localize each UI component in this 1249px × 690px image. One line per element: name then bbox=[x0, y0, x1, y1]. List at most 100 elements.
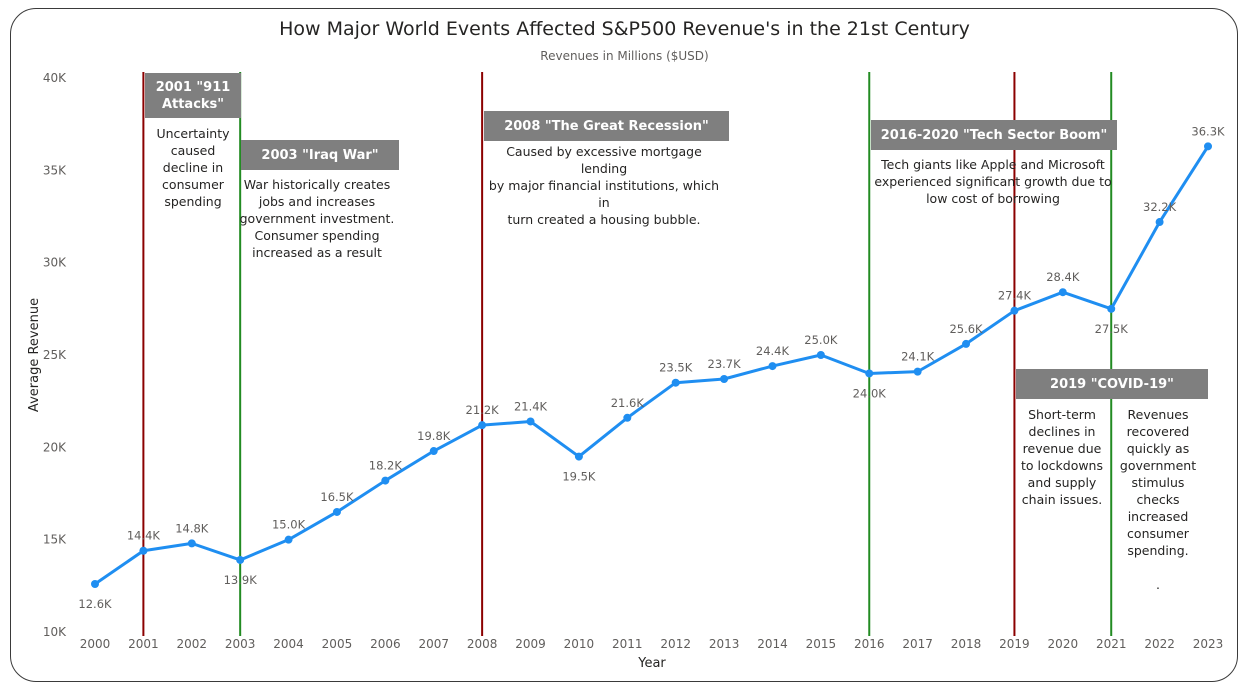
data-label: 21.2K bbox=[466, 403, 500, 417]
data-label: 24.0K bbox=[853, 386, 887, 400]
data-label: 36.3K bbox=[1191, 124, 1225, 138]
x-tick-label: 2010 bbox=[564, 637, 595, 651]
y-tick-label: 25K bbox=[43, 348, 67, 362]
data-point[interactable] bbox=[526, 417, 535, 426]
x-tick-label: 2001 bbox=[128, 637, 159, 651]
annotation-iraq-title: 2003 "Iraq War" bbox=[241, 140, 399, 170]
data-label: 27.4K bbox=[998, 289, 1032, 303]
y-tick-label: 20K bbox=[43, 440, 67, 454]
data-point[interactable] bbox=[1204, 142, 1212, 151]
data-label: 32.2K bbox=[1143, 200, 1177, 214]
y-tick-label: 15K bbox=[43, 533, 67, 547]
x-tick-label: 2015 bbox=[806, 637, 837, 651]
x-tick-label: 2014 bbox=[757, 637, 788, 651]
x-tick-label: 2006 bbox=[370, 637, 401, 651]
data-point[interactable] bbox=[671, 378, 680, 387]
data-point[interactable] bbox=[816, 351, 825, 359]
data-point[interactable] bbox=[865, 369, 874, 378]
data-label: 23.7K bbox=[708, 357, 742, 371]
data-point[interactable] bbox=[1107, 304, 1116, 313]
data-label: 19.5K bbox=[562, 470, 596, 484]
data-label: 27.5K bbox=[1095, 322, 1129, 336]
annotation-recession-text: Caused by excessive mortgage lending by … bbox=[488, 144, 720, 227]
annotation-covid-text-right: Revenues recovered quickly as government… bbox=[1119, 407, 1197, 592]
data-label: 15.0K bbox=[272, 518, 306, 532]
data-label: 13.9K bbox=[224, 573, 258, 587]
series-line bbox=[94, 145, 1210, 586]
x-axis-ticks: 2000 2001 2002 2003 2004 2005 2006 2007 2008 2009… bbox=[80, 637, 1224, 651]
annotation-911-title: 2001 "911 Attacks" bbox=[145, 73, 241, 118]
data-point[interactable] bbox=[236, 555, 245, 564]
x-tick-label: 2023 bbox=[1193, 637, 1224, 651]
chart-subtitle: Revenues in Millions ($USD) bbox=[540, 49, 709, 63]
x-tick-label: 2018 bbox=[951, 637, 982, 651]
data-point[interactable] bbox=[187, 539, 196, 548]
data-label: 28.4K bbox=[1046, 270, 1080, 284]
data-label: 25.6K bbox=[949, 322, 983, 336]
data-label: 24.4K bbox=[756, 344, 790, 358]
data-point[interactable] bbox=[139, 546, 148, 555]
data-point[interactable] bbox=[1058, 288, 1067, 297]
event-lines bbox=[142, 72, 1113, 636]
data-label: 14.8K bbox=[175, 521, 209, 535]
data-label: 18.2K bbox=[369, 459, 403, 473]
data-point[interactable] bbox=[720, 375, 729, 384]
x-tick-label: 2022 bbox=[1144, 637, 1175, 651]
data-label: 21.4K bbox=[514, 399, 548, 413]
data-point[interactable] bbox=[962, 339, 971, 348]
x-tick-label: 2008 bbox=[467, 637, 498, 651]
y-tick-label: 35K bbox=[43, 163, 67, 177]
y-axis-title: Average Revenue bbox=[27, 298, 42, 412]
x-tick-label: 2019 bbox=[999, 637, 1030, 651]
x-tick-label: 2021 bbox=[1096, 637, 1127, 651]
data-point[interactable] bbox=[478, 421, 487, 430]
data-point[interactable] bbox=[1155, 218, 1164, 227]
y-axis-ticks: 10K 15K 20K 25K 30K 35K 40K bbox=[43, 71, 67, 639]
data-label: 25.0K bbox=[804, 333, 838, 347]
data-label: 24.1K bbox=[901, 350, 935, 364]
data-label: 23.5K bbox=[659, 361, 693, 375]
x-tick-label: 2017 bbox=[902, 637, 933, 651]
data-point[interactable] bbox=[623, 413, 632, 422]
x-tick-label: 2012 bbox=[660, 637, 691, 651]
data-point[interactable] bbox=[381, 476, 390, 485]
data-point[interactable] bbox=[284, 535, 293, 544]
x-tick-label: 2011 bbox=[612, 637, 643, 651]
annotation-iraq-text: War historically creates jobs and increa… bbox=[239, 177, 395, 260]
y-tick-label: 10K bbox=[43, 625, 67, 639]
series-revenue bbox=[91, 142, 1212, 588]
data-label: 12.6K bbox=[78, 597, 112, 611]
annotation-tech-title: 2016-2020 "Tech Sector Boom" bbox=[871, 120, 1117, 150]
data-label: 21.6K bbox=[611, 396, 645, 410]
data-point[interactable] bbox=[574, 452, 583, 461]
annotation-911-text: Uncertainty caused decline in consumer s… bbox=[156, 126, 230, 209]
x-tick-label: 2003 bbox=[225, 637, 256, 651]
annotation-covid-title: 2019 "COVID-19" bbox=[1016, 369, 1208, 399]
y-tick-label: 30K bbox=[43, 256, 67, 270]
annotation-covid-text-left: Short-term declines in revenue due to lo… bbox=[1021, 407, 1103, 507]
data-labels: 12.6K 14.4K 14.8K 13.9K 15.0K 16.5K 18.2K 19.8K… bbox=[78, 124, 1225, 611]
data-point[interactable] bbox=[91, 579, 99, 588]
x-tick-label: 2007 bbox=[418, 637, 449, 651]
data-point[interactable] bbox=[768, 362, 777, 371]
data-point[interactable] bbox=[429, 447, 438, 456]
x-tick-label: 2005 bbox=[322, 637, 353, 651]
data-point[interactable] bbox=[913, 367, 922, 376]
y-tick-label: 40K bbox=[43, 71, 67, 85]
x-tick-label: 2016 bbox=[854, 637, 885, 651]
x-tick-label: 2000 bbox=[80, 637, 111, 651]
data-label: 16.5K bbox=[320, 490, 354, 504]
x-tick-label: 2013 bbox=[709, 637, 740, 651]
x-tick-label: 2009 bbox=[515, 637, 546, 651]
data-label: 14.4K bbox=[127, 529, 161, 543]
x-tick-label: 2002 bbox=[177, 637, 208, 651]
chart-title: How Major World Events Affected S&P500 R… bbox=[279, 18, 970, 40]
data-label: 19.8K bbox=[417, 429, 451, 443]
data-point[interactable] bbox=[1010, 306, 1019, 315]
annotation-tech-text: Tech giants like Apple and Microsoft exp… bbox=[874, 157, 1112, 206]
annotation-recession-title: 2008 "The Great Recession" bbox=[484, 111, 729, 141]
data-point[interactable] bbox=[332, 507, 341, 516]
x-axis-title: Year bbox=[637, 656, 666, 671]
x-tick-label: 2020 bbox=[1048, 637, 1079, 651]
